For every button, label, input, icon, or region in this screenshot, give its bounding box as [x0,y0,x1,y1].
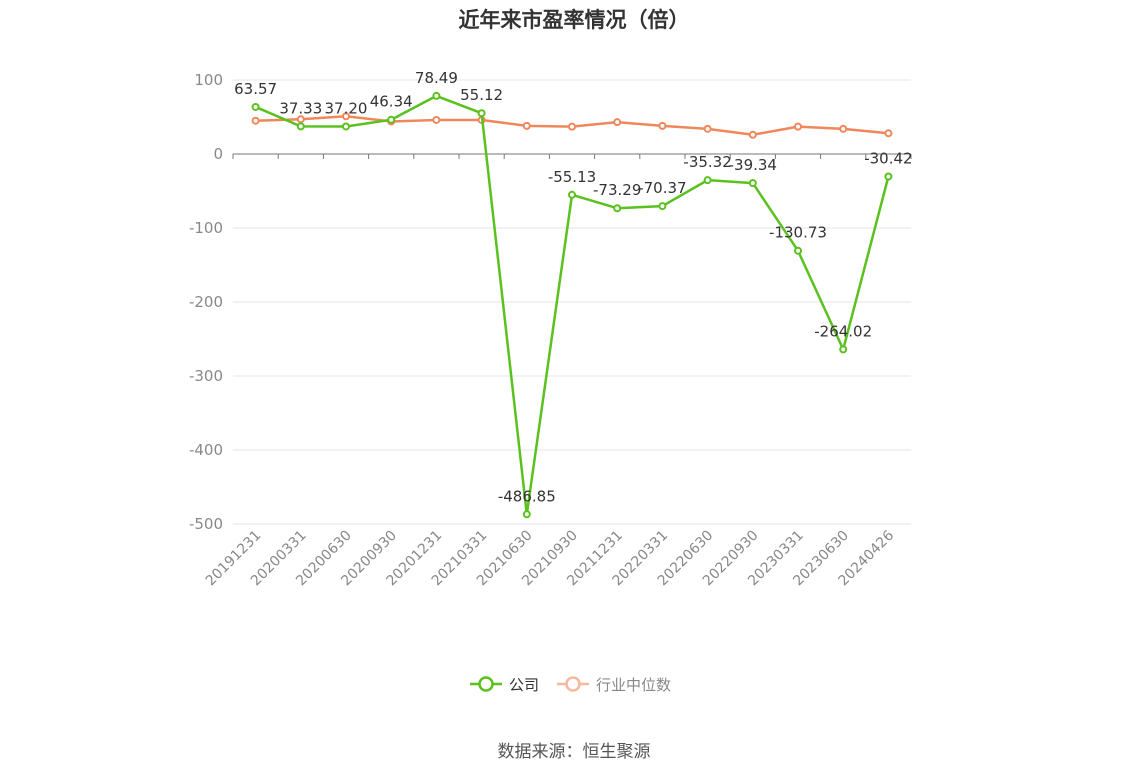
data-point [251,116,260,125]
data-point [703,176,712,185]
legend-marker-icon [478,676,494,692]
y-tick-label: 0 [213,145,223,163]
data-label: 37.33 [279,99,322,117]
data-point [839,124,848,133]
data-point [251,102,260,111]
data-point [748,179,757,188]
data-point [522,510,531,519]
y-tick-label: -400 [189,441,223,459]
series-line [255,94,890,516]
data-point [342,112,350,121]
data-point [703,124,712,133]
data-label: 78.49 [415,69,458,87]
data-point [884,172,893,181]
legend-item[interactable]: 公司 [470,676,539,694]
data-point [568,190,576,199]
data-point [613,118,622,127]
data-point [522,121,531,130]
data-point [748,130,757,139]
data-label: -73.29 [593,181,641,199]
data-point [387,115,396,124]
data-point [613,204,622,213]
data-point [658,202,667,211]
data-label: 63.57 [234,80,277,98]
legend-label: 行业中位数 [596,676,671,694]
data-point [342,122,350,131]
data-label: 37.20 [325,99,368,117]
legend-item[interactable]: 行业中位数 [557,676,671,694]
data-point [296,115,305,124]
data-point [477,109,486,118]
chart-title: 近年来市盈率情况（倍） [458,8,690,32]
data-point [794,246,802,255]
legend-marker-icon [565,676,581,692]
data-label: 55.12 [460,86,503,104]
y-tick-label: 100 [194,71,223,89]
data-point [839,345,848,354]
data-label: -35.32 [683,153,731,171]
data-point [568,122,576,131]
y-tick-label: -300 [189,367,223,385]
data-label: -39.34 [729,156,777,174]
data-source-note: 数据来源：恒生聚源 [497,742,651,762]
data-label: 46.34 [370,93,413,111]
y-tick-label: -200 [189,293,223,311]
data-label: -30.42 [864,150,912,168]
y-tick-label: -100 [189,219,223,237]
legend-label: 公司 [509,676,539,694]
data-point [794,122,802,131]
data-label: -130.73 [769,224,827,242]
data-point [432,91,441,100]
data-point [884,129,893,138]
data-point [296,122,305,131]
data-label: -70.37 [638,179,686,197]
data-label: -486.85 [498,487,556,505]
data-point [432,115,441,124]
data-label: -264.02 [814,322,872,340]
data-label: -55.13 [548,168,596,186]
y-tick-label: -500 [189,515,223,533]
data-point [658,121,667,130]
